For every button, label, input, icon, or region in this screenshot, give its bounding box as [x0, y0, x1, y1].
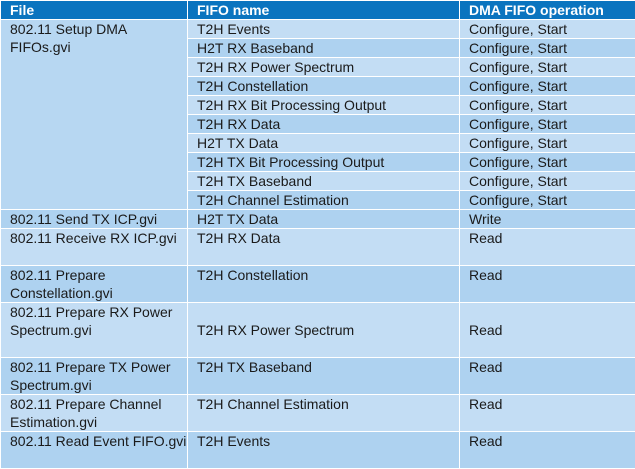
- header-fifo-name: FIFO name: [188, 1, 460, 20]
- fifo-cell: T2H RX Power Spectrum: [188, 303, 460, 358]
- table-row: 802.11 Send TX ICP.gvi H2T TX Data Write: [1, 210, 635, 229]
- header-row: File FIFO name DMA FIFO operation: [1, 1, 635, 20]
- fifo-cell: H2T RX Baseband: [188, 39, 460, 58]
- file-cell: 802.11 Prepare TX Power Spectrum.gvi: [1, 358, 188, 395]
- operation-cell: Read: [460, 266, 635, 303]
- file-cell: 802.11 Prepare Constellation.gvi: [1, 266, 188, 303]
- fifo-cell: T2H RX Power Spectrum: [188, 58, 460, 77]
- operation-cell: Configure, Start: [460, 191, 635, 210]
- fifo-cell: T2H Constellation: [188, 77, 460, 96]
- file-cell: 802.11 Setup DMA FIFOs.gvi: [1, 20, 188, 210]
- fifo-cell: H2T TX Data: [188, 210, 460, 229]
- file-cell: 802.11 Prepare RX Power Spectrum.gvi: [1, 303, 188, 358]
- operation-cell: Read: [460, 358, 635, 395]
- header-dma-fifo-operation: DMA FIFO operation: [460, 1, 635, 20]
- operation-cell: Read: [460, 395, 635, 432]
- fifo-cell: T2H RX Data: [188, 115, 460, 134]
- table-row: 802.11 Prepare TX Power Spectrum.gvi T2H…: [1, 358, 635, 395]
- operation-cell: Configure, Start: [460, 58, 635, 77]
- table-row: 802.11 Read Event FIFO.gvi T2H Events Re…: [1, 432, 635, 469]
- file-cell: 802.11 Receive RX ICP.gvi: [1, 229, 188, 266]
- operation-cell: Read: [460, 303, 635, 358]
- operation-cell: Read: [460, 229, 635, 266]
- table-row: 802.11 Receive RX ICP.gvi T2H RX Data Re…: [1, 229, 635, 266]
- operation-cell: Configure, Start: [460, 20, 635, 39]
- operation-cell: Configure, Start: [460, 115, 635, 134]
- fifo-cell: T2H TX Baseband: [188, 358, 460, 395]
- fifo-cell: T2H Constellation: [188, 266, 460, 303]
- fifo-cell: T2H Channel Estimation: [188, 395, 460, 432]
- header-file: File: [1, 1, 188, 20]
- operation-cell: Configure, Start: [460, 96, 635, 115]
- operation-cell: Configure, Start: [460, 172, 635, 191]
- fifo-cell: T2H Events: [188, 20, 460, 39]
- operation-cell: Configure, Start: [460, 39, 635, 58]
- operation-cell: Configure, Start: [460, 77, 635, 96]
- operation-cell: Write: [460, 210, 635, 229]
- fifo-cell: T2H TX Baseband: [188, 172, 460, 191]
- fifo-cell: T2H Channel Estimation: [188, 191, 460, 210]
- file-cell: 802.11 Prepare Channel Estimation.gvi: [1, 395, 188, 432]
- fifo-cell: T2H RX Data: [188, 229, 460, 266]
- file-cell: 802.11 Send TX ICP.gvi: [1, 210, 188, 229]
- fifo-cell: T2H TX Bit Processing Output: [188, 153, 460, 172]
- operation-cell: Read: [460, 432, 635, 469]
- table-row: 802.11 Setup DMA FIFOs.gvi T2H Events Co…: [1, 20, 635, 39]
- fifo-cell: T2H Events: [188, 432, 460, 469]
- table-row: 802.11 Prepare RX Power Spectrum.gvi T2H…: [1, 303, 635, 358]
- file-cell: 802.11 Read Event FIFO.gvi: [1, 432, 188, 469]
- operation-cell: Configure, Start: [460, 153, 635, 172]
- table-row: 802.11 Prepare Constellation.gvi T2H Con…: [1, 266, 635, 303]
- fifo-cell: T2H RX Bit Processing Output: [188, 96, 460, 115]
- operation-cell: Configure, Start: [460, 134, 635, 153]
- fifo-cell: H2T TX Data: [188, 134, 460, 153]
- table-row: 802.11 Prepare Channel Estimation.gvi T2…: [1, 395, 635, 432]
